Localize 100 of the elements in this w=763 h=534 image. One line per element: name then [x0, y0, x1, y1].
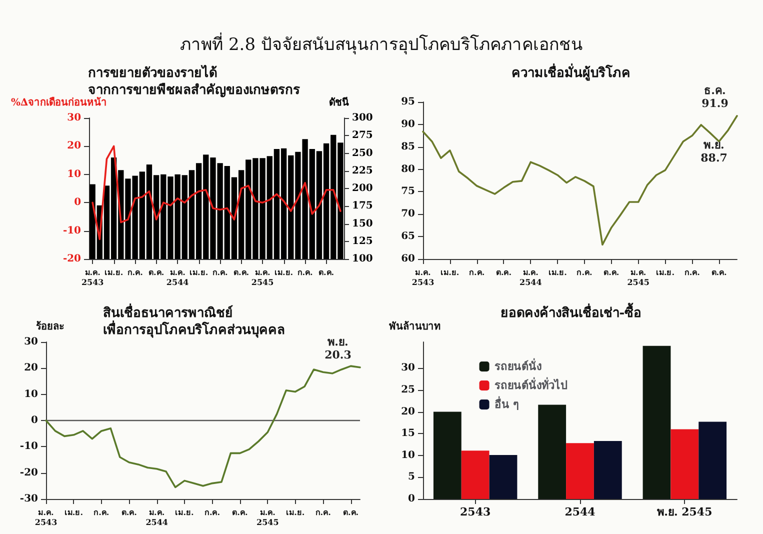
bar — [642, 346, 671, 499]
x-tick-label: ม.ค. 2545 — [251, 267, 274, 287]
chart-title: การขยายตัวของรายได้ จากการขายพืชผลสำคัญของเกษตรกร — [88, 64, 300, 98]
y2-axis-title: ดัชนี — [329, 96, 349, 108]
y-tick-label: 75 — [401, 186, 416, 198]
y-tick-label: 65 — [401, 231, 416, 242]
x-tick-label: ม.ค. 2545 — [627, 267, 650, 287]
y2-tick-label: 200 — [352, 183, 373, 194]
y-tick-label: 85 — [401, 141, 416, 152]
x-tick-label: ต.ค. — [234, 267, 250, 277]
bar — [670, 429, 699, 499]
chart-title: ยอดคงค้างสินเชื่อเช่า-ซื้อ — [500, 302, 642, 321]
x-tick-label: ต.ค. — [232, 507, 248, 517]
y-tick-label: 20 — [24, 362, 38, 374]
y-tick-label: 20 — [401, 406, 416, 418]
line-series — [422, 115, 738, 246]
x-tick-label: เม.ย. — [104, 267, 124, 277]
chart-title: สินเชื่อธนาคารพาณิชย์ เพื่อการอุปโภคบริโภคส่วนบุคคล — [103, 303, 285, 338]
y-tick-label: 10 — [67, 168, 82, 180]
y-tick-label: -20 — [20, 467, 38, 478]
y-tick-label: 95 — [401, 96, 416, 108]
legend-label: รถยนต์นั่ง — [494, 358, 542, 373]
x-tick-label: ต.ค. — [711, 267, 728, 277]
x-tick-label: เม.ย. — [440, 267, 460, 277]
y-tick-label: -10 — [20, 441, 38, 452]
x-tick-label: ก.ค. — [469, 267, 485, 277]
x-tick-label: ต.ค. — [148, 267, 164, 277]
y-tick-label: -20 — [62, 254, 82, 264]
x-tick-label: ต.ค. — [342, 507, 359, 517]
y2-tick-label: 100 — [352, 254, 373, 264]
y2-tick-label: 250 — [352, 148, 373, 159]
x-tick-label: ก.ค. — [297, 267, 314, 277]
x-tick-label: ต.ค. — [604, 267, 620, 277]
x-tick-label: ม.ค. 2543 — [81, 267, 104, 287]
x-tick-label: ก.ค. — [315, 507, 332, 517]
y-tick-label: 0 — [408, 494, 416, 504]
y2-tick-label: 125 — [352, 236, 373, 247]
bar — [433, 412, 462, 499]
bar — [538, 404, 566, 499]
x-tick-label: ม.ค. 2544 — [146, 507, 168, 527]
y2-tick-label: 300 — [352, 112, 373, 124]
y-tick-label: 10 — [24, 388, 38, 400]
x-tick-label: ก.ค. — [204, 507, 220, 517]
x-tick-label: ก.ค. — [684, 267, 700, 277]
bar — [461, 450, 490, 499]
bar — [489, 454, 518, 499]
y-tick-label: 0 — [31, 415, 38, 426]
x-tick-label: ม.ค. 2543 — [34, 507, 58, 527]
x-tick-label: เม.ย. — [656, 267, 675, 277]
x-tick-label: ก.ค. — [212, 267, 228, 277]
bar — [698, 422, 727, 499]
y-axis-title: %∆จากเดือนก่อนหน้า — [11, 96, 108, 108]
y-tick-label: -30 — [20, 494, 38, 504]
data-label: ธ.ค. 91.9 — [702, 84, 728, 110]
x-tick-label: เม.ย. — [274, 267, 294, 277]
x-tick-label: 2544 — [564, 506, 596, 518]
y-tick-label: 30 — [24, 336, 38, 348]
y2-tick-label: 150 — [352, 218, 373, 230]
y-tick-label: 10 — [401, 450, 416, 461]
y-tick-label: -10 — [62, 225, 82, 236]
x-tick-label: เม.ย. — [64, 507, 84, 517]
x-tick-label: ก.ค. — [94, 507, 110, 517]
y-tick-label: 60 — [401, 254, 416, 264]
x-tick-label: ก.ค. — [576, 267, 592, 277]
y-tick-label: 25 — [401, 384, 416, 396]
x-tick-label: เม.ย. — [175, 507, 194, 517]
x-tick-label: เม.ย. — [286, 507, 305, 517]
legend-label: รถยนต์นั่งทั่วไป — [494, 377, 568, 392]
text: ภาพที่ 2.8 ปัจจัยสนับสนุนการอุปโภคบริโภคภาคเอกชน — [179, 32, 584, 57]
line-series — [45, 365, 361, 488]
x-tick-label: เม.ย. — [190, 267, 208, 277]
y-tick-label: 20 — [67, 140, 82, 152]
x-tick-label: ต.ค. — [121, 507, 138, 517]
y-tick-label: 30 — [67, 112, 82, 124]
y-tick-label: 5 — [408, 472, 416, 483]
y-tick-label: 70 — [401, 208, 416, 220]
y2-tick-label: 175 — [352, 200, 373, 212]
x-tick-label: ม.ค. 2544 — [520, 267, 542, 287]
x-tick-label: ก.ค. — [127, 267, 144, 277]
bar — [566, 443, 594, 499]
data-label: พ.ย. 88.7 — [700, 138, 728, 164]
y-axis-title: ร้อยละ — [36, 320, 64, 332]
x-tick-label: ต.ค. — [496, 267, 512, 277]
y-tick-label: 15 — [401, 428, 416, 440]
x-tick-label: 2543 — [460, 506, 491, 518]
y-tick-label: 0 — [74, 197, 82, 208]
y-tick-label: 80 — [401, 164, 416, 175]
y-tick-label: 30 — [401, 362, 416, 374]
x-tick-label: พ.ย. 2545 — [657, 506, 712, 518]
y2-tick-label: 275 — [352, 130, 373, 142]
data-label: พ.ย. 20.3 — [324, 335, 352, 362]
bar — [594, 440, 622, 499]
y2-tick-label: 225 — [352, 165, 373, 176]
x-tick-label: ต.ค. — [318, 267, 334, 277]
y-tick-label: 90 — [401, 118, 416, 130]
legend-label: อื่น ๆ — [494, 396, 520, 411]
chart-title: ความเชื่อมั่นผู้บริโภค — [512, 63, 630, 81]
x-tick-label: ม.ค. 2543 — [412, 267, 435, 287]
x-tick-label: เม.ย. — [548, 267, 568, 277]
line-series — [92, 145, 342, 240]
